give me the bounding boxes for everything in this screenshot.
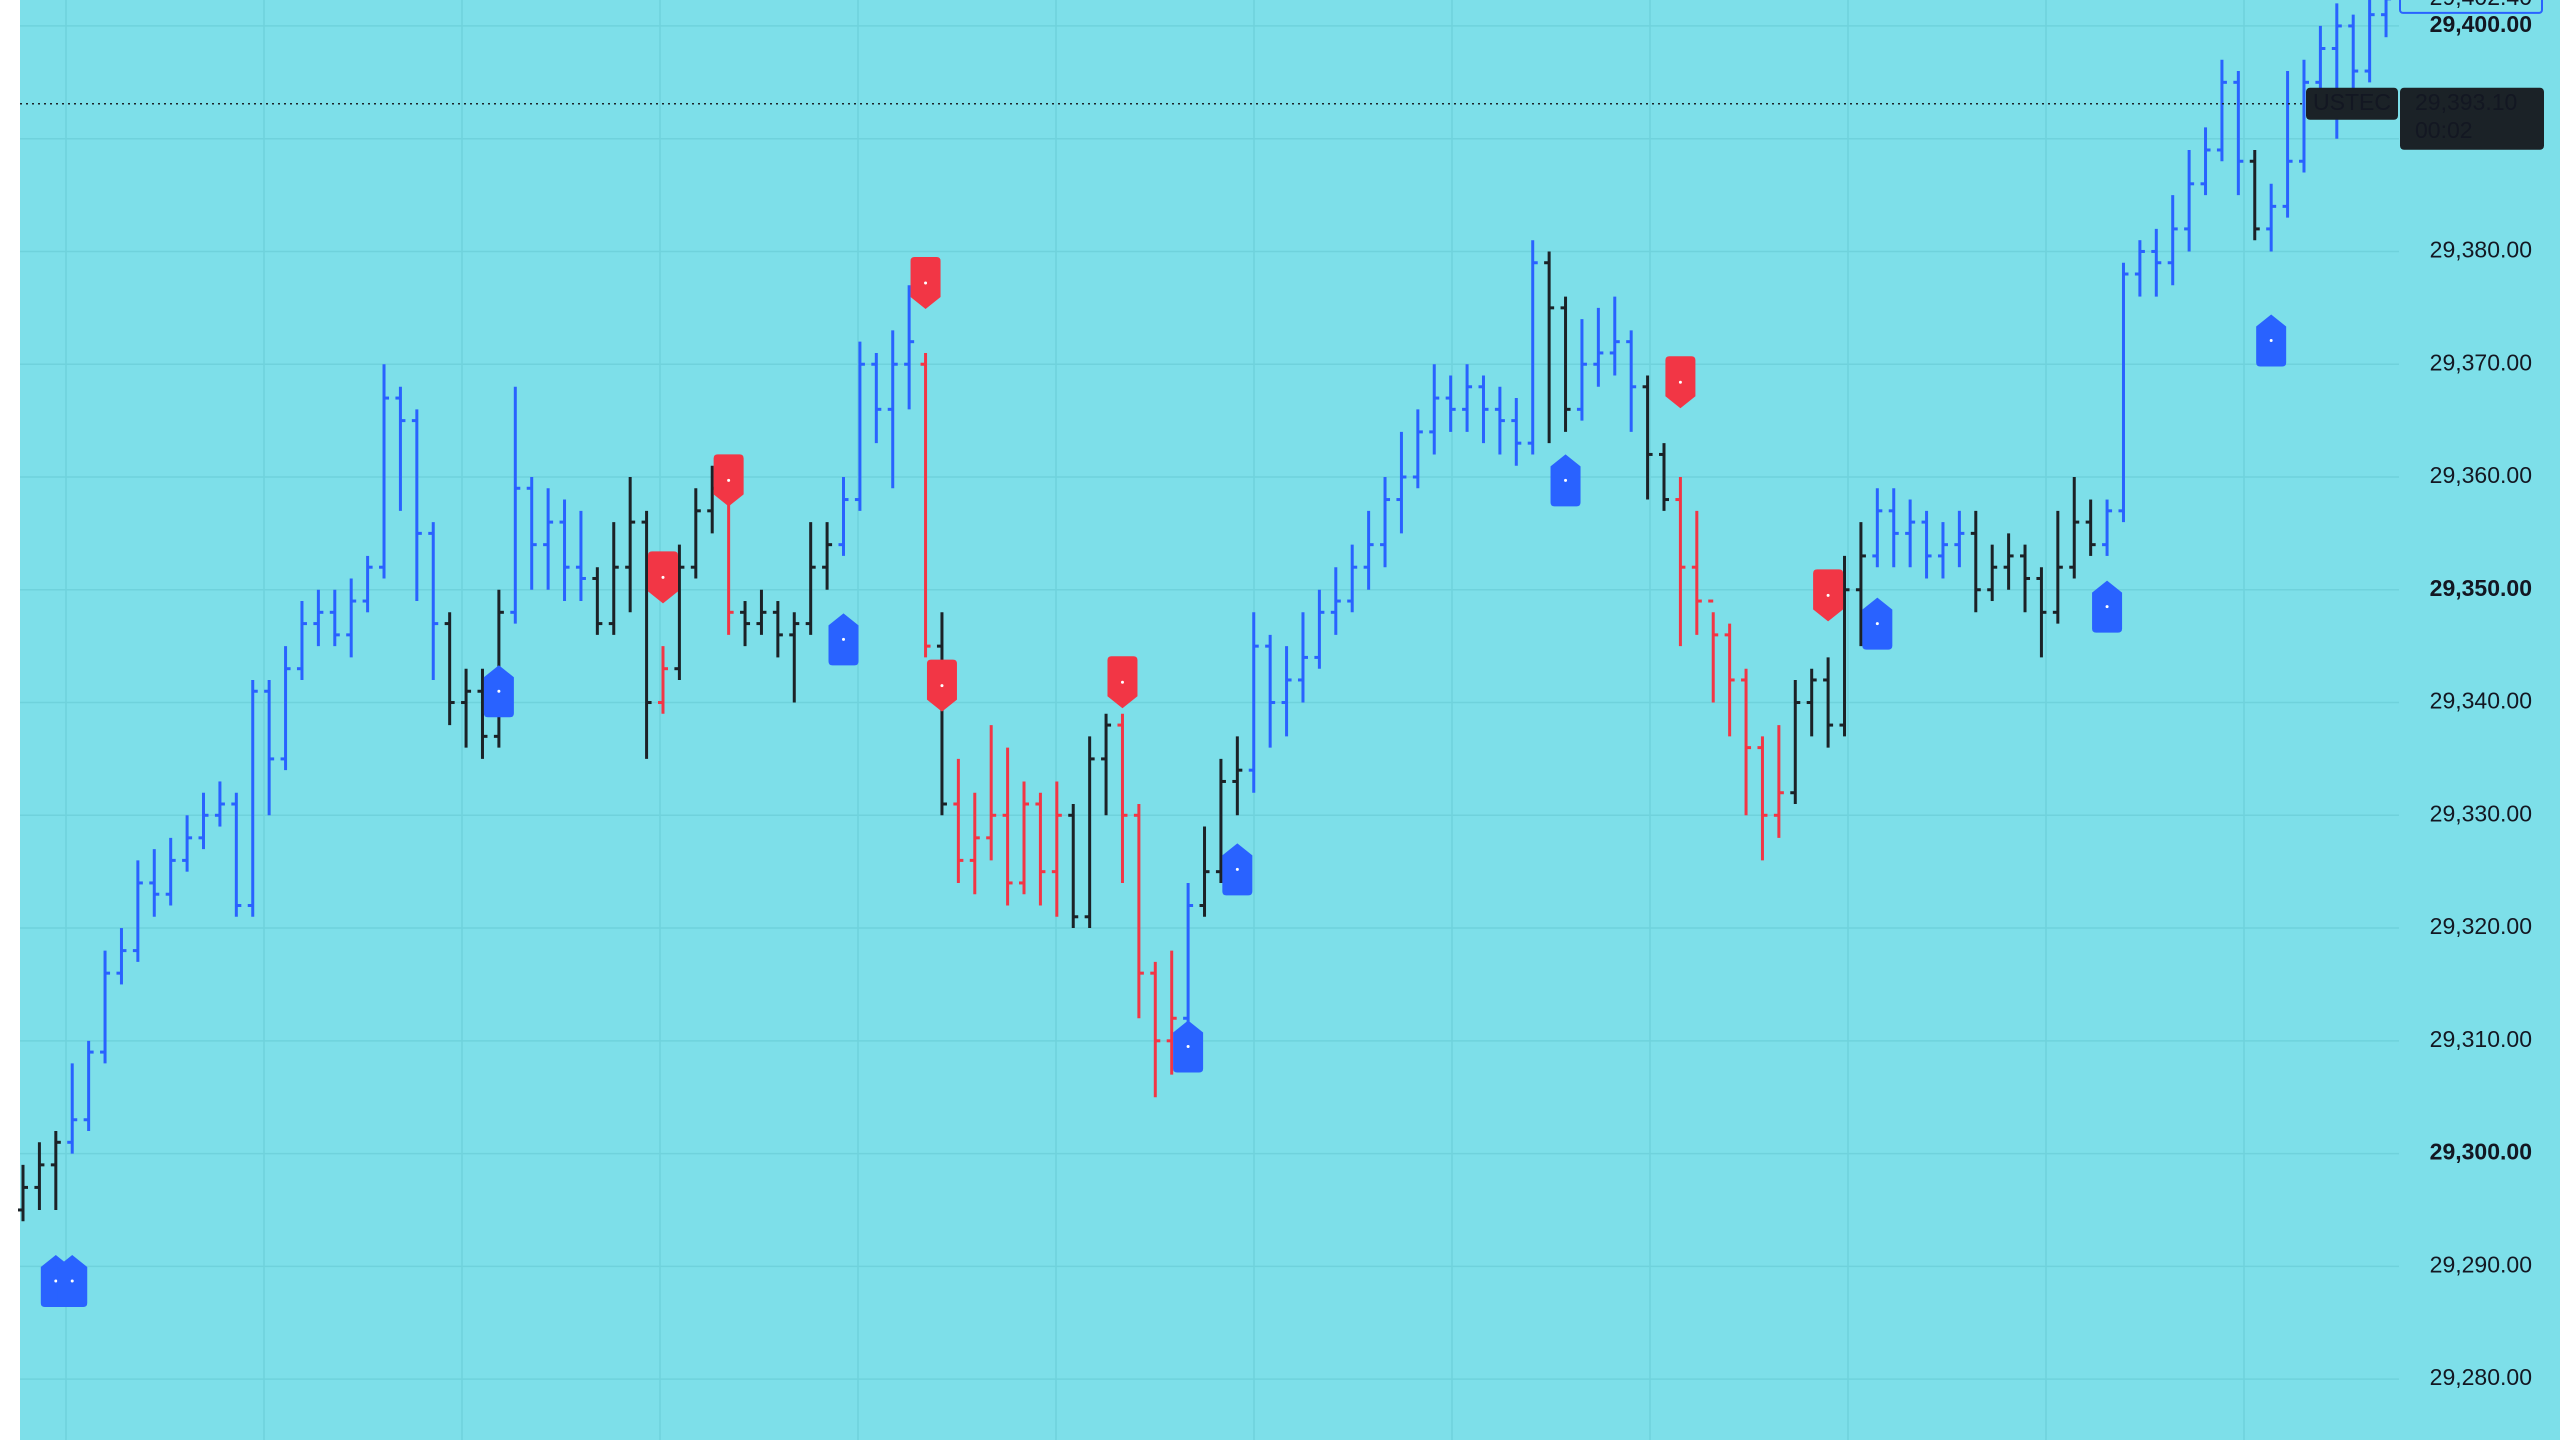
signal-dot [497, 689, 501, 693]
high-label-box [2399, 0, 2543, 14]
signal-dot [1826, 593, 1830, 597]
signal-dot [924, 281, 928, 285]
signal-dot [2105, 605, 2109, 609]
signal-dot [1875, 622, 1879, 626]
signal-dot [1564, 478, 1568, 482]
y-tick-label: 29,360.00 [2430, 462, 2532, 488]
countdown-label: 00:02 [2415, 117, 2473, 143]
signal-dot [1678, 380, 1682, 384]
signal-dot [54, 1279, 58, 1283]
chart-background [20, 0, 2560, 1440]
y-tick-label: 29,280.00 [2430, 1364, 2532, 1390]
signal-dot [727, 478, 731, 482]
signal-dot [661, 575, 665, 579]
y-tick-label: 29,340.00 [2430, 688, 2532, 714]
y-tick-label: 29,370.00 [2430, 349, 2532, 375]
y-tick-label: 29,300.00 [2430, 1139, 2532, 1165]
signal-dot [70, 1279, 74, 1283]
last-price-badge [2400, 87, 2544, 150]
signal-dot [940, 684, 944, 688]
signal-dot [842, 637, 845, 641]
y-tick-label: 29,320.00 [2430, 913, 2532, 939]
signal-dot [2269, 339, 2273, 343]
y-tick-label: 29,310.00 [2430, 1026, 2532, 1052]
y-tick-label: 29,380.00 [2430, 237, 2532, 263]
last-price-label: 29,393.10 [2415, 89, 2517, 115]
signal-dot [1120, 680, 1124, 684]
symbol-badge [2306, 87, 2398, 120]
y-tick-label: 29,290.00 [2430, 1251, 2532, 1277]
y-tick-label: 29,330.00 [2430, 800, 2532, 826]
high-label: 29,402.40 [2430, 0, 2532, 10]
symbol-label: USTEC [2313, 89, 2391, 115]
y-tick-label: 29,350.00 [2430, 575, 2532, 601]
y-tick-label: 29,400.00 [2430, 11, 2532, 37]
signal-dot [1186, 1044, 1190, 1048]
signal-dot [1235, 867, 1239, 871]
